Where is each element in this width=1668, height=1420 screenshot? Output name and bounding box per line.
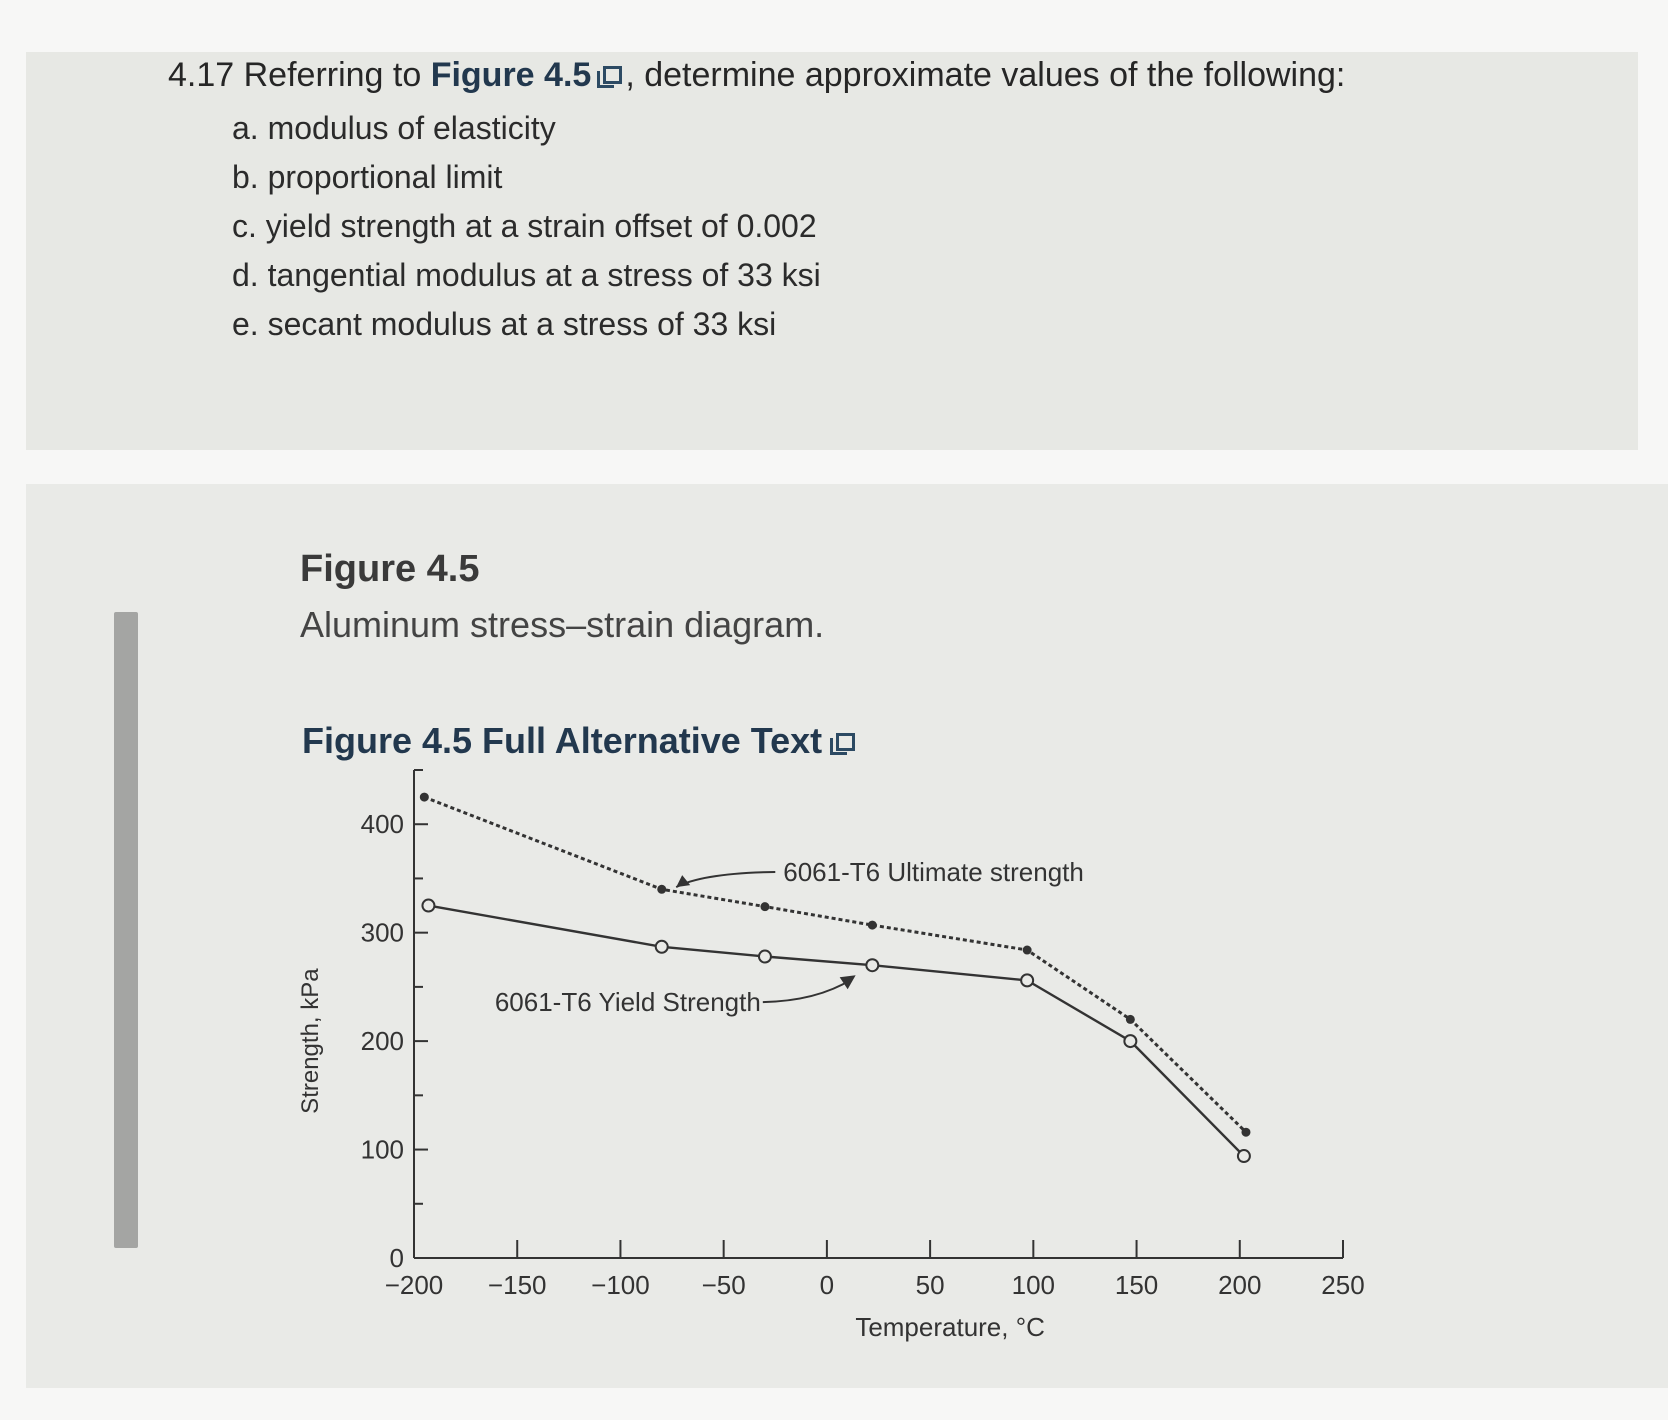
question-item: b. proportional limit <box>232 159 503 195</box>
ultimate-strength-line <box>423 795 1248 1134</box>
x-axis-label: Temperature, °C <box>855 1312 1045 1342</box>
strength-temperature-chart: 0 100 200 300 400 −200 −150 −100 −50 0 50 100 150 200… <box>297 769 1365 1342</box>
question-text: 4.17 Referring to Figure 4.5 , determine … <box>168 56 1345 95</box>
y-axis-label: Strength, kPa <box>297 968 324 1114</box>
yield-strength-label: 6061-T6 Yield Strength <box>495 987 761 1017</box>
x-tick-label: 150 <box>1115 1270 1158 1300</box>
ultimate-strength-point <box>1241 1127 1251 1137</box>
x-tick-label: −150 <box>488 1270 547 1300</box>
figure-title: Figure 4.5 <box>300 548 480 590</box>
yield-arrowhead <box>839 975 856 990</box>
y-tick-label: 400 <box>361 809 404 839</box>
question-prefix: 4.17 Referring to <box>168 56 431 94</box>
y-tick-label: 200 <box>361 1026 404 1056</box>
ultimate-strength-point <box>1022 945 1032 955</box>
x-tick-label: 0 <box>820 1270 834 1300</box>
alt-text-link[interactable]: Figure 4.5 Full Alternative Text <box>302 720 858 762</box>
figure-link[interactable]: Figure 4.5 <box>430 56 592 94</box>
alt-text-label[interactable]: Figure 4.5 Full Alternative Text <box>302 720 823 761</box>
yield-arrow <box>762 978 853 1004</box>
ultimate-strength-label: 6061-T6 Ultimate strength <box>783 857 1084 887</box>
yield-strength-point <box>1020 973 1035 988</box>
yield-strength-point <box>654 939 669 954</box>
question-item: e. secant modulus at a stress of 33 ksi <box>232 306 777 342</box>
x-tick-label: −100 <box>591 1270 650 1300</box>
question-item: d. tangential modulus at a stress of 33 … <box>232 257 821 293</box>
ultimate-strength-point <box>760 902 770 912</box>
x-tick-label: −200 <box>385 1270 444 1300</box>
x-tick-label: 100 <box>1012 1270 1055 1300</box>
ultimate-arrowhead <box>676 875 691 888</box>
x-tick-label: 50 <box>916 1270 945 1300</box>
external-link-icon[interactable] <box>597 66 623 88</box>
ultimate-strength-point <box>419 792 429 802</box>
x-tick-label: 250 <box>1321 1270 1364 1300</box>
yield-strength-point <box>757 949 772 964</box>
question-panel <box>26 52 1638 450</box>
ultimate-strength-point <box>657 884 667 894</box>
figure-panel <box>26 484 1668 1388</box>
yield-strength-point <box>1236 1149 1251 1164</box>
figure-caption: Aluminum stress–strain diagram. <box>300 604 825 645</box>
x-tick-label: −50 <box>702 1270 746 1300</box>
question-item: c. yield strength at a strain offset of … <box>232 208 817 244</box>
question-suffix: , determine approximate values of the fo… <box>625 56 1346 94</box>
external-link-icon[interactable] <box>830 733 856 755</box>
question-item: a. modulus of elasticity <box>232 110 556 146</box>
yield-strength-point <box>865 958 880 973</box>
y-tick-label: 100 <box>361 1135 404 1165</box>
ultimate-strength-point <box>1125 1014 1135 1024</box>
ultimate-strength-point <box>867 920 877 930</box>
yield-strength-line <box>428 904 1245 1157</box>
scrollbar[interactable] <box>114 612 138 1248</box>
x-tick-label: 200 <box>1218 1270 1261 1300</box>
y-tick-label: 0 <box>390 1243 404 1273</box>
ultimate-arrow <box>675 870 776 889</box>
y-tick-label: 300 <box>361 918 404 948</box>
question-items: a. modulus of elasticity b. proportional… <box>232 104 821 349</box>
yield-strength-point <box>421 898 436 913</box>
yield-strength-point <box>1123 1034 1138 1049</box>
